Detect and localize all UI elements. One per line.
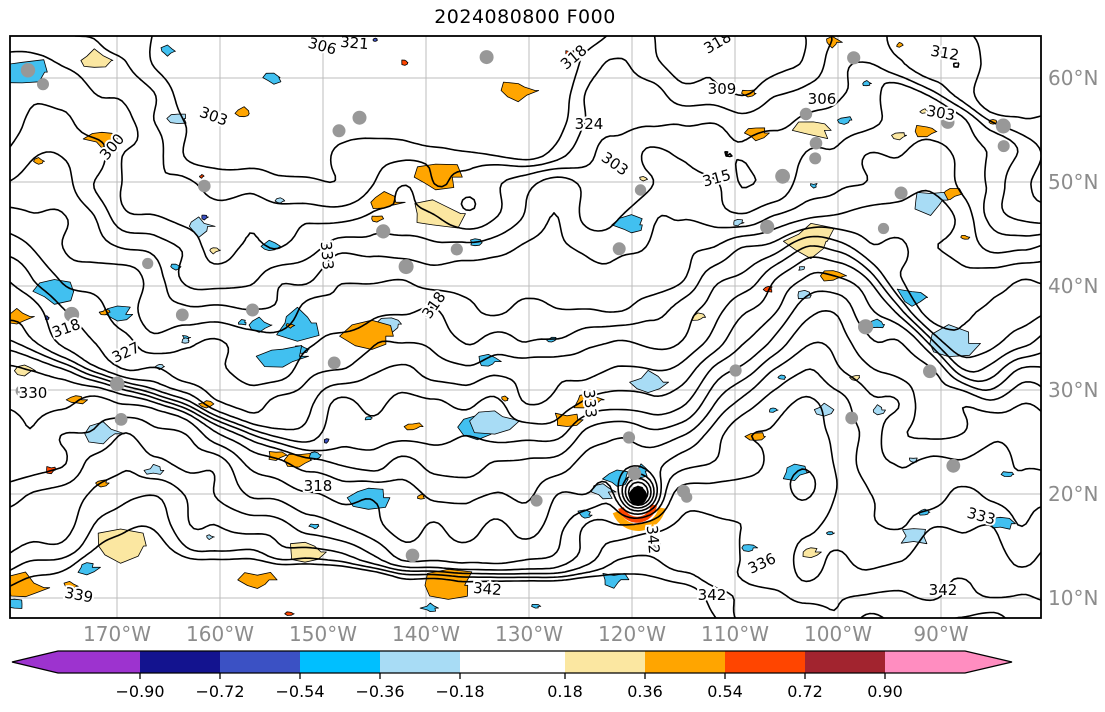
contour-label: 318 [701,28,735,58]
y-tick-label: 50°N [1048,170,1098,194]
colorbar-tick-label: 0.18 [547,682,583,701]
x-tick-label: 120°W [598,622,666,646]
colorbar-segment [565,651,645,673]
contour-label: 333 [965,504,997,529]
y-tick-label: 60°N [1048,66,1098,90]
contour-label: 303 [598,148,632,179]
colorbar-segment [460,651,565,673]
colorbar-segment [220,651,300,673]
grid-lines [10,36,1041,618]
y-tick-label: 10°N [1048,586,1098,610]
colorbar-tick-label: −0.18 [435,682,484,701]
contour-label: 318 [557,41,591,73]
contour-label: 336 [745,549,779,577]
x-tick-label: 160°W [186,622,254,646]
x-tick-label: 150°W [289,622,357,646]
contour-label: 309 [708,80,737,98]
x-tick-label: 90°W [913,622,968,646]
contour-label: 324 [575,115,604,133]
contour-label: 342 [472,579,502,599]
map-border [9,35,1042,619]
x-tick-label: 130°W [495,622,563,646]
colorbar-segment [885,651,965,673]
y-tick-label: 20°N [1048,482,1098,506]
colorbar-segment [725,651,805,673]
contour-label: 327 [109,338,143,366]
contour-label: 312 [929,42,960,65]
colorbar-segment [300,651,380,673]
x-tick-label: 170°W [83,622,151,646]
contour-label: 342 [643,525,663,555]
x-tick-label: 110°W [701,622,769,646]
colorbar-segment [805,651,885,673]
contour-label: 303 [925,102,956,125]
colorbar-segment [380,651,460,673]
contour-label: 306 [306,34,338,59]
colorbar-tick-label: −0.36 [355,682,404,701]
y-tick-label: 40°N [1048,274,1098,298]
contour-label: 315 [701,166,733,191]
colorbar-tick-label: −0.90 [115,682,164,701]
colorbar-segment [58,651,140,673]
colorbar-tick-label: 0.90 [867,682,903,701]
contour-lines [10,36,1041,618]
contour-label: 321 [339,33,369,53]
colorbar-tick-label: 0.54 [707,682,743,701]
contour-label: 339 [63,584,94,607]
y-tick-label: 30°N [1048,378,1098,402]
contour-label: 342 [698,586,727,604]
contour-label: 333 [580,389,600,419]
contour-label: 330 [19,384,48,402]
colorbar-tick-label: 0.72 [787,682,823,701]
plot-title: 2024080800 F000 [434,6,616,28]
x-axis-labels: 170°W 160°W 150°W 140°W 130°W 120°W 110°W 100°W… [83,622,969,646]
colorbar-segment [645,651,725,673]
colorbar-right-arrow [965,651,1012,673]
colorbar-tick-label: −0.72 [195,682,244,701]
station-dots [15,50,1011,563]
contour-label: 342 [929,581,958,599]
contour-label: 303 [197,103,230,130]
x-tick-label: 140°W [392,622,460,646]
y-axis-labels: 60°N 50°N 40°N 30°N 20°N 10°N [1048,66,1098,610]
colorbar-segment [140,651,220,673]
colorbar-left-arrow [12,651,58,673]
contour-label: 333 [317,241,337,271]
x-tick-label: 100°W [804,622,872,646]
contour-label: 318 [50,315,83,342]
contour-label: 306 [808,90,837,108]
colorbar-tick-label: 0.36 [627,682,663,701]
contour-label: 318 [304,477,333,495]
contour-label: 318 [418,288,449,322]
colorbar: −0.90 −0.72 −0.54 −0.36 −0.18 0.18 0.36 0.54 0.7… [11,650,1013,701]
colorbar-tick-label: −0.54 [275,682,324,701]
anomaly-shading-patches [10,36,1016,616]
